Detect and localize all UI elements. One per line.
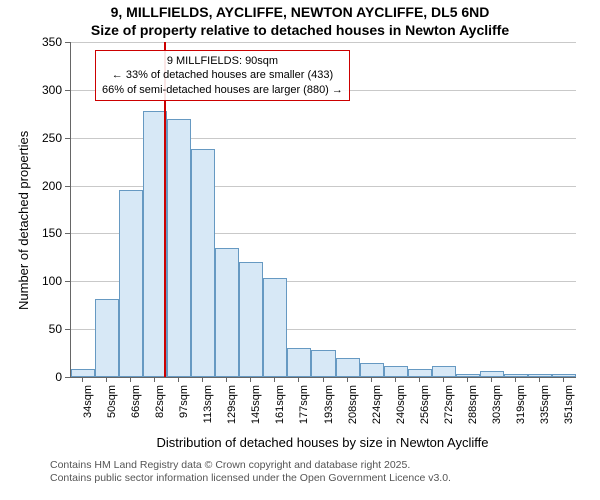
x-tick-label: 129sqm <box>226 385 238 445</box>
y-tick-mark <box>65 90 70 91</box>
title-block: 9, MILLFIELDS, AYCLIFFE, NEWTON AYCLIFFE… <box>0 0 600 39</box>
x-tick-label: 82sqm <box>154 385 166 445</box>
histogram-bar <box>432 366 456 377</box>
histogram-bar <box>287 348 311 377</box>
x-tick-mark <box>226 377 227 382</box>
x-tick-label: 288sqm <box>467 385 479 445</box>
y-tick-label: 250 <box>0 131 62 145</box>
annotation-line: 9 MILLFIELDS: 90sqm <box>102 54 343 68</box>
x-tick-label: 145sqm <box>250 385 262 445</box>
x-tick-mark <box>395 377 396 382</box>
y-tick-mark <box>65 281 70 282</box>
x-tick-mark <box>178 377 179 382</box>
x-tick-label: 161sqm <box>274 385 286 445</box>
histogram-bar <box>215 248 239 377</box>
x-tick-mark <box>106 377 107 382</box>
x-tick-label: 335sqm <box>539 385 551 445</box>
x-tick-label: 34sqm <box>82 385 94 445</box>
title-line-1: 9, MILLFIELDS, AYCLIFFE, NEWTON AYCLIFFE… <box>0 4 600 22</box>
x-tick-mark <box>443 377 444 382</box>
x-tick-label: 113sqm <box>202 385 214 445</box>
x-tick-mark <box>491 377 492 382</box>
y-tick-label: 50 <box>0 322 62 336</box>
y-tick-mark <box>65 186 70 187</box>
y-tick-mark <box>65 329 70 330</box>
y-tick-label: 350 <box>0 35 62 49</box>
x-tick-mark <box>563 377 564 382</box>
x-tick-mark <box>347 377 348 382</box>
histogram-bar <box>311 350 335 377</box>
histogram-bar <box>95 299 119 377</box>
x-tick-label: 97sqm <box>178 385 190 445</box>
x-tick-mark <box>371 377 372 382</box>
title-line-2: Size of property relative to detached ho… <box>0 22 600 40</box>
y-tick-label: 300 <box>0 83 62 97</box>
x-tick-mark <box>154 377 155 382</box>
x-tick-label: 208sqm <box>347 385 359 445</box>
x-tick-label: 256sqm <box>419 385 431 445</box>
annotation-box: 9 MILLFIELDS: 90sqm← 33% of detached hou… <box>95 50 350 101</box>
y-tick-mark <box>65 42 70 43</box>
chart-container: 9, MILLFIELDS, AYCLIFFE, NEWTON AYCLIFFE… <box>0 0 600 500</box>
x-tick-label: 224sqm <box>371 385 383 445</box>
x-tick-label: 66sqm <box>130 385 142 445</box>
x-tick-mark <box>82 377 83 382</box>
x-tick-label: 193sqm <box>323 385 335 445</box>
y-tick-label: 200 <box>0 179 62 193</box>
footnote-line-1: Contains HM Land Registry data © Crown c… <box>50 459 451 472</box>
x-tick-mark <box>274 377 275 382</box>
histogram-bar <box>263 278 287 377</box>
plot-area: 9 MILLFIELDS: 90sqm← 33% of detached hou… <box>70 42 576 378</box>
x-tick-label: 177sqm <box>298 385 310 445</box>
y-tick-label: 100 <box>0 274 62 288</box>
footnote-line-2: Contains public sector information licen… <box>50 472 451 485</box>
x-tick-label: 351sqm <box>563 385 575 445</box>
x-tick-mark <box>250 377 251 382</box>
histogram-bar <box>360 363 384 377</box>
gridline <box>71 42 576 43</box>
histogram-bar <box>119 190 143 377</box>
y-tick-label: 0 <box>0 370 62 384</box>
x-tick-mark <box>323 377 324 382</box>
histogram-bar <box>191 149 215 377</box>
x-tick-mark <box>130 377 131 382</box>
histogram-bar <box>239 262 263 377</box>
x-tick-mark <box>467 377 468 382</box>
histogram-bar <box>408 369 432 377</box>
x-tick-label: 272sqm <box>443 385 455 445</box>
histogram-bar <box>336 358 360 377</box>
x-tick-label: 303sqm <box>491 385 503 445</box>
y-tick-mark <box>65 377 70 378</box>
x-tick-mark <box>539 377 540 382</box>
x-tick-label: 50sqm <box>106 385 118 445</box>
histogram-bar <box>167 119 191 377</box>
y-tick-label: 150 <box>0 226 62 240</box>
annotation-line: 66% of semi-detached houses are larger (… <box>102 83 343 97</box>
x-tick-mark <box>298 377 299 382</box>
footnote: Contains HM Land Registry data © Crown c… <box>50 459 451 485</box>
x-tick-label: 240sqm <box>395 385 407 445</box>
y-tick-mark <box>65 138 70 139</box>
histogram-bar <box>71 369 95 377</box>
x-tick-mark <box>515 377 516 382</box>
x-tick-label: 319sqm <box>515 385 527 445</box>
histogram-bar <box>384 366 408 377</box>
y-tick-mark <box>65 233 70 234</box>
x-tick-mark <box>419 377 420 382</box>
x-tick-mark <box>202 377 203 382</box>
annotation-line: ← 33% of detached houses are smaller (43… <box>102 68 343 82</box>
